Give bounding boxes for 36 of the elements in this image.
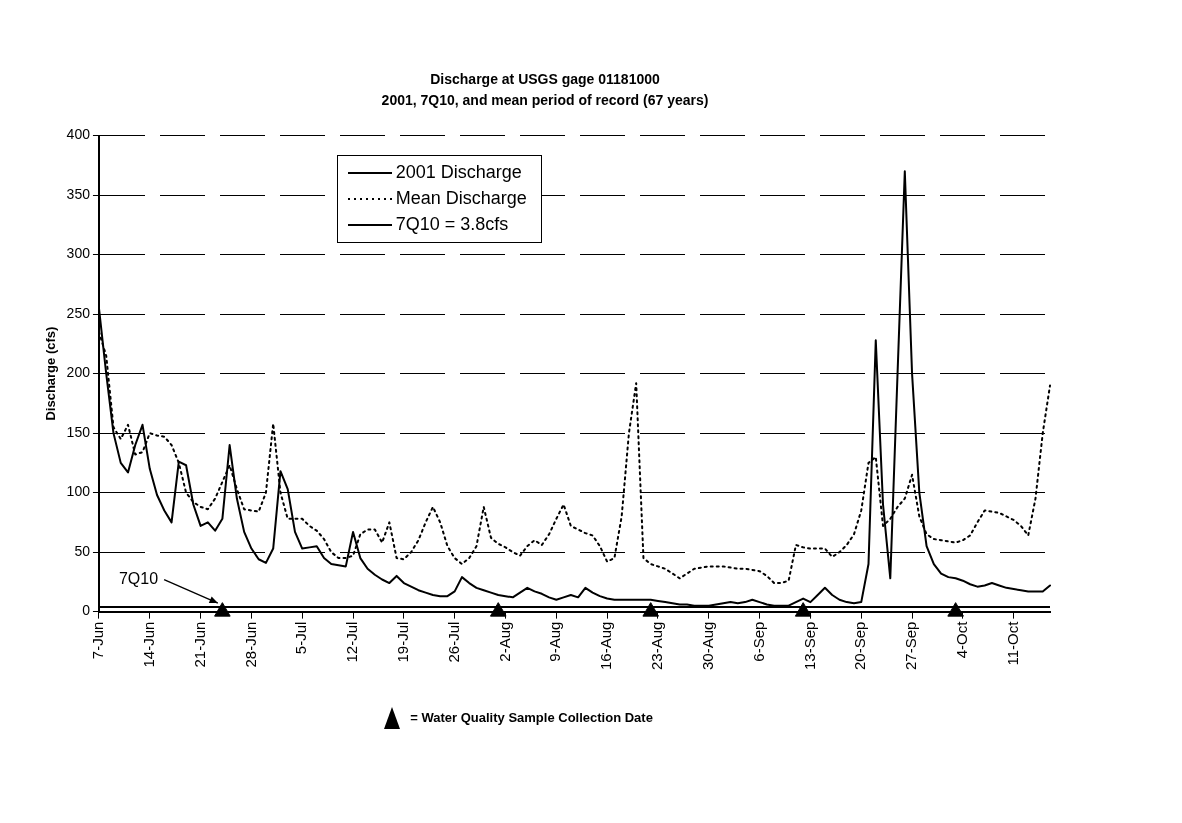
- y-tick-label: 100: [66, 483, 91, 500]
- y-tick-label: 300: [66, 245, 91, 262]
- chart-title: Discharge at USGS gage 01181000: [430, 71, 660, 88]
- y-tick-label: 350: [66, 185, 91, 202]
- x-tick-label: 14-Jun: [139, 621, 157, 668]
- y-tick-label: 250: [66, 304, 91, 321]
- legend-label: 2001 Discharge: [395, 162, 522, 184]
- y-tick-label: 50: [74, 542, 91, 559]
- x-tick-label: 12-Jul: [343, 621, 361, 663]
- x-tick-label: 5-Jul: [292, 621, 310, 655]
- x-tick-label: 16-Aug: [597, 621, 615, 671]
- x-tick-label: 13-Sep: [800, 621, 818, 671]
- text: = Water Quality Sample Collection Date: [410, 710, 653, 726]
- y-tick-label: 0: [82, 602, 91, 619]
- x-tick-label: 7-Jun: [89, 621, 107, 660]
- x-tick-label: 20-Sep: [851, 621, 869, 671]
- x-tick-label: 28-Jun: [241, 621, 259, 668]
- x-tick-label: 11-Oct: [1003, 620, 1021, 666]
- legend-label: Mean Discharge: [395, 188, 527, 210]
- y-tick-label: 150: [66, 423, 91, 440]
- x-tick-label: 30-Aug: [698, 621, 716, 671]
- legend-label: 7Q10 = 3.8cfs: [395, 214, 509, 236]
- x-tick-label: 23-Aug: [648, 621, 666, 671]
- x-tick-label: 4-Oct: [953, 620, 971, 659]
- y-axis-title: Discharge (cfs): [43, 326, 59, 421]
- annotation: 7Q10: [118, 570, 159, 588]
- x-tick-label: 27-Sep: [902, 621, 920, 671]
- chart-subtitle: 2001, 7Q10, and mean period of record (67 years): [381, 92, 709, 109]
- x-tick-label: 9-Aug: [546, 621, 564, 662]
- y-tick-label: 400: [66, 126, 91, 143]
- x-tick-label: 21-Jun: [190, 621, 208, 668]
- x-tick-label: 6-Sep: [749, 621, 767, 662]
- x-tick-label: 19-Jul: [394, 621, 412, 663]
- y-tick-label: 200: [66, 364, 91, 381]
- x-tick-label: 26-Jul: [444, 621, 462, 663]
- x-tick-label: 2-Aug: [495, 621, 513, 662]
